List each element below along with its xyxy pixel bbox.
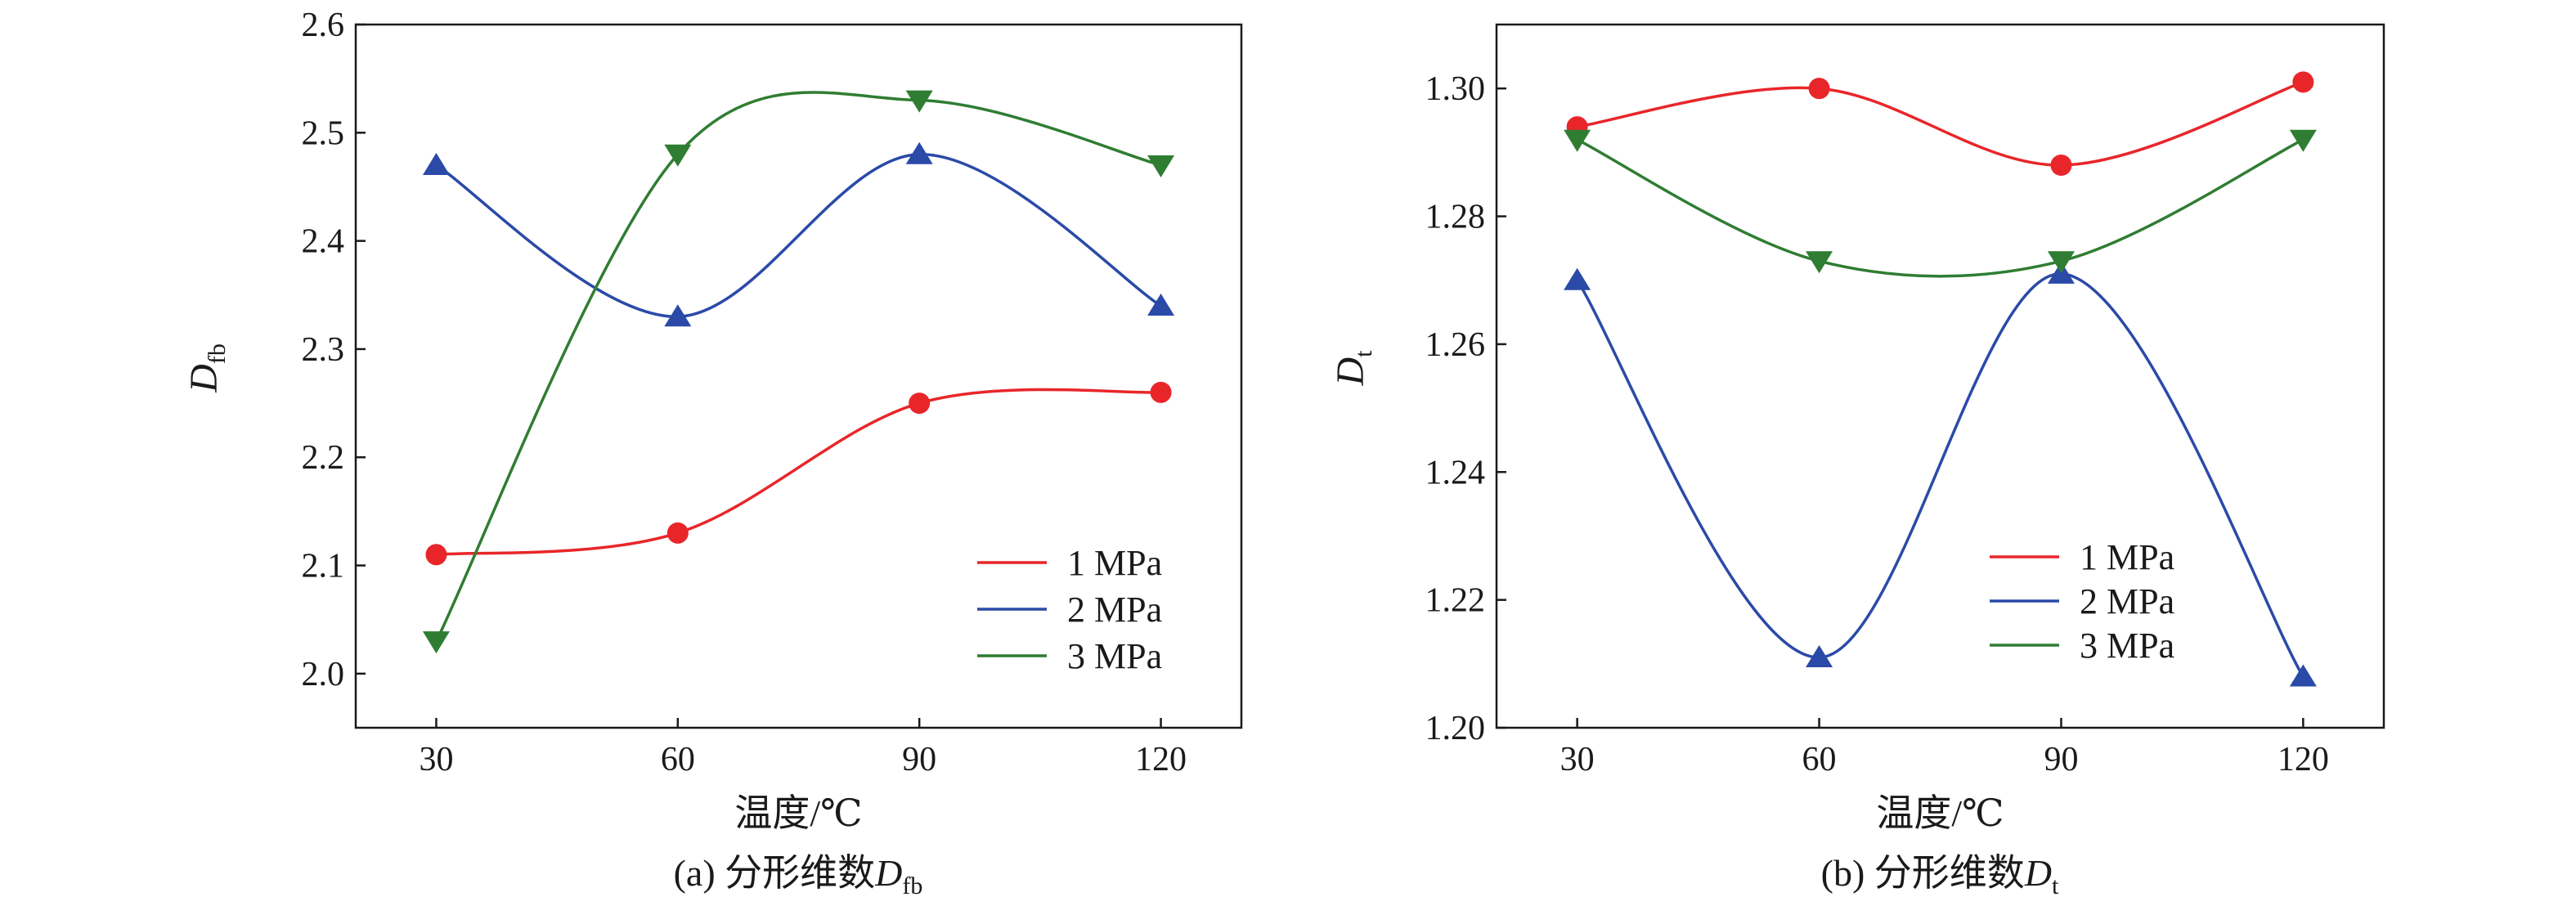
data-point-1-2 [1808, 78, 1830, 100]
chart-caption: (a) 分形维数Dfb [674, 852, 923, 899]
legend-label-3: 3 MPa [2080, 626, 2174, 666]
y-axis-label-var: D [182, 364, 226, 393]
caption-var: D [874, 852, 902, 894]
x-tick-label: 30 [419, 741, 453, 778]
x-tick-label: 120 [2278, 741, 2329, 778]
legend-label-2: 2 MPa [2080, 581, 2174, 621]
caption-prefix: (b) 分形维数 [1821, 852, 2025, 894]
series-line-2 [1576, 272, 2304, 678]
data-point-1-4 [1150, 381, 1172, 403]
data-point-2-4 [1147, 294, 1175, 316]
legend-label-2: 2 MPa [1067, 590, 1162, 630]
chart-a: 30 60 90 120 2.0 2.1 2.2 2.3 2.4 2.5 2.6 温度/℃ Dfb 1 M… [182, 7, 1243, 899]
chart-caption: (b) 分形维数Dt [1821, 852, 2059, 899]
data-point-1-2 [666, 522, 689, 544]
y-tick-label: 1.28 [1425, 199, 1486, 236]
data-point-2-3 [905, 141, 933, 164]
data-point-3-3 [905, 90, 933, 113]
y-axis-label: Dt [1329, 350, 1377, 387]
caption-sub: fb [902, 872, 922, 899]
legend-label-1: 1 MPa [1067, 543, 1162, 583]
x-tick-label: 30 [1560, 741, 1595, 778]
chart-b: 30 60 90 120 1.20 1.22 1.24 1.26 1.28 1.30 温度/℃ Dt 1… [1329, 23, 2385, 899]
series-line-2 [435, 153, 1162, 318]
series-line-1 [436, 388, 1161, 557]
series-line-3 [1576, 138, 2304, 278]
x-tick-label: 90 [902, 741, 936, 778]
y-axis-label: Dfb [182, 343, 231, 393]
series-line-1 [1577, 80, 2304, 167]
data-point-1-1 [425, 544, 447, 566]
data-point-2-1 [1564, 267, 1591, 290]
legend-label-1: 1 MPa [2080, 537, 2174, 577]
y-tick-label: 1.30 [1425, 70, 1486, 108]
data-point-2-2 [664, 304, 692, 327]
y-axis-label-var: D [1329, 357, 1372, 387]
data-point-2-4 [2289, 664, 2317, 687]
data-point-3-1 [422, 631, 450, 654]
data-point-1-3 [909, 392, 931, 415]
y-axis-label-sub: t [1350, 350, 1377, 357]
x-tick-label: 60 [661, 741, 695, 778]
x-tick-label: 90 [2044, 741, 2078, 778]
y-tick-label: 2.3 [302, 331, 345, 369]
y-tick-label: 2.5 [302, 114, 345, 152]
y-tick-label: 2.1 [302, 548, 345, 585]
data-point-3-1 [1564, 129, 1591, 152]
y-tick-label: 1.22 [1425, 582, 1486, 620]
y-tick-label: 1.24 [1425, 454, 1486, 491]
legend-label-3: 3 MPa [1067, 636, 1162, 676]
y-tick-label: 2.0 [302, 656, 345, 693]
data-point-3-2 [1806, 251, 1833, 274]
y-tick-label: 2.4 [302, 223, 345, 261]
caption-prefix: (a) 分形维数 [674, 852, 876, 894]
y-tick-label: 2.6 [302, 7, 345, 44]
series-line-3 [434, 91, 1161, 642]
y-tick-label: 2.2 [302, 439, 345, 477]
x-axis-label: 温度/℃ [1876, 792, 2004, 834]
data-point-3-2 [664, 144, 692, 167]
data-point-3-3 [2047, 251, 2075, 274]
y-tick-label: 1.20 [1425, 710, 1486, 747]
y-axis-label-sub: fb [204, 343, 231, 364]
plot-frame [354, 23, 1243, 729]
data-point-2-2 [1806, 645, 1833, 667]
x-tick-label: 120 [1135, 741, 1187, 778]
data-point-2-1 [422, 153, 450, 175]
caption-var: D [2024, 852, 2052, 894]
x-axis-label: 温度/℃ [734, 792, 862, 834]
data-point-1-4 [2292, 71, 2314, 93]
data-point-3-4 [1147, 155, 1175, 177]
y-tick-label: 1.26 [1425, 326, 1486, 364]
plot-frame [1495, 23, 2385, 729]
data-point-3-4 [2289, 129, 2317, 152]
caption-sub: t [2052, 872, 2059, 899]
data-point-1-3 [2050, 155, 2072, 176]
x-tick-label: 60 [1802, 741, 1837, 778]
